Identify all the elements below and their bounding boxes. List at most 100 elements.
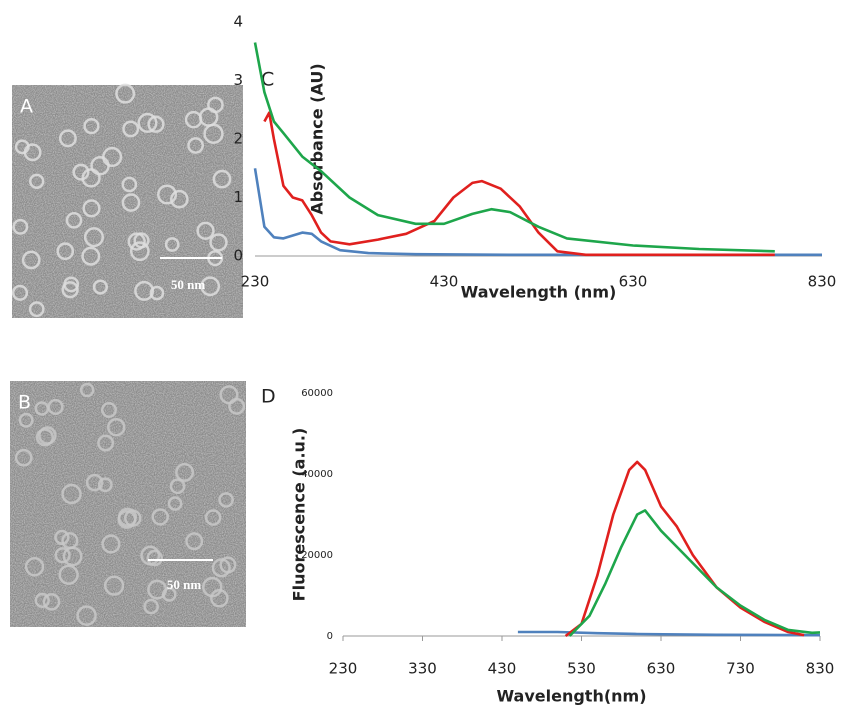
y-tick-label: 3: [233, 71, 243, 89]
particle: [101, 402, 117, 418]
series-line: [253, 42, 775, 253]
particle: [24, 557, 45, 577]
particle: [129, 241, 150, 262]
particle: [61, 483, 82, 505]
micrograph-noise: [12, 85, 243, 318]
particle: [228, 397, 246, 415]
particle: [157, 184, 178, 205]
particle: [115, 83, 136, 104]
particle: [81, 246, 101, 266]
x-tick-label: 830: [806, 660, 835, 678]
x-axis-label: Wavelength (nm): [461, 283, 617, 302]
y-tick-label: 40000: [301, 469, 333, 480]
particle: [83, 117, 100, 135]
particle: [185, 532, 204, 551]
particle: [196, 221, 215, 240]
x-tick-label: 830: [808, 273, 837, 291]
particle: [42, 593, 61, 611]
particle: [134, 280, 155, 301]
particle: [47, 398, 64, 416]
panel-label: B: [18, 392, 31, 414]
particle: [167, 496, 183, 511]
particle: [210, 589, 229, 608]
particle: [149, 285, 165, 301]
x-tick-label: 630: [647, 660, 676, 678]
particle: [137, 112, 158, 133]
series-line: [568, 509, 821, 637]
particle: [14, 448, 33, 467]
particle: [127, 232, 146, 251]
particle: [146, 549, 163, 567]
particle: [35, 428, 54, 447]
particle: [76, 605, 97, 626]
particle: [147, 115, 165, 133]
particle: [151, 508, 169, 526]
particle: [82, 199, 101, 218]
particle: [65, 212, 83, 229]
particle: [200, 276, 221, 297]
particle: [147, 579, 168, 600]
particle: [170, 189, 189, 209]
particle: [14, 139, 30, 155]
y-tick-label: 1: [233, 188, 243, 206]
particle: [121, 193, 141, 212]
particle: [79, 382, 95, 398]
particle: [63, 276, 80, 293]
y-tick-label: 20000: [301, 550, 333, 561]
x-tick-label: 430: [430, 273, 459, 291]
y-tick-label: 4: [233, 13, 243, 31]
particle: [212, 169, 232, 189]
particle: [140, 545, 161, 566]
x-tick-label: 530: [567, 660, 596, 678]
series-line: [517, 630, 821, 637]
particle: [218, 492, 234, 508]
x-tick-label: 730: [726, 660, 755, 678]
series-line: [253, 168, 822, 257]
particle: [133, 232, 150, 249]
particle: [117, 510, 137, 529]
y-axis-label: Fluorescence (a.u.): [290, 428, 309, 602]
particle: [81, 168, 101, 188]
particle: [107, 417, 126, 437]
particle: [121, 176, 138, 193]
y-tick-label: 0: [327, 631, 333, 642]
x-tick-label: 630: [619, 273, 648, 291]
particle: [29, 173, 45, 189]
particle: [97, 434, 115, 452]
particle: [175, 462, 195, 482]
y-tick-label: 2: [233, 130, 243, 148]
particle: [61, 532, 79, 550]
x-tick-label: 330: [408, 660, 437, 678]
particle: [102, 146, 123, 168]
particle: [58, 129, 77, 148]
y-tick-label: 60000: [301, 388, 333, 399]
particle: [28, 301, 45, 318]
particle: [83, 227, 105, 248]
y-axis-label: Absorbance (AU): [308, 63, 327, 214]
panel-label: D: [261, 386, 276, 408]
particle: [203, 123, 224, 144]
particle: [92, 279, 109, 295]
particle: [54, 529, 70, 546]
particle: [61, 281, 79, 299]
particle: [101, 534, 121, 554]
x-axis-label: Wavelength(nm): [496, 687, 646, 706]
particle: [11, 284, 29, 301]
particle: [164, 237, 180, 252]
x-tick-label: 430: [488, 660, 517, 678]
particle: [58, 564, 79, 585]
particle: [143, 598, 159, 615]
particle: [211, 558, 231, 578]
series-line: [564, 460, 805, 638]
particle: [97, 477, 113, 493]
scale-label: 50 nm: [167, 577, 201, 592]
particle: [85, 473, 104, 492]
particle: [187, 137, 204, 154]
particle: [204, 509, 222, 526]
micrograph-noise: [10, 381, 246, 627]
particle: [12, 218, 29, 235]
particle: [122, 120, 140, 138]
particle: [34, 592, 50, 609]
particle: [72, 163, 90, 181]
